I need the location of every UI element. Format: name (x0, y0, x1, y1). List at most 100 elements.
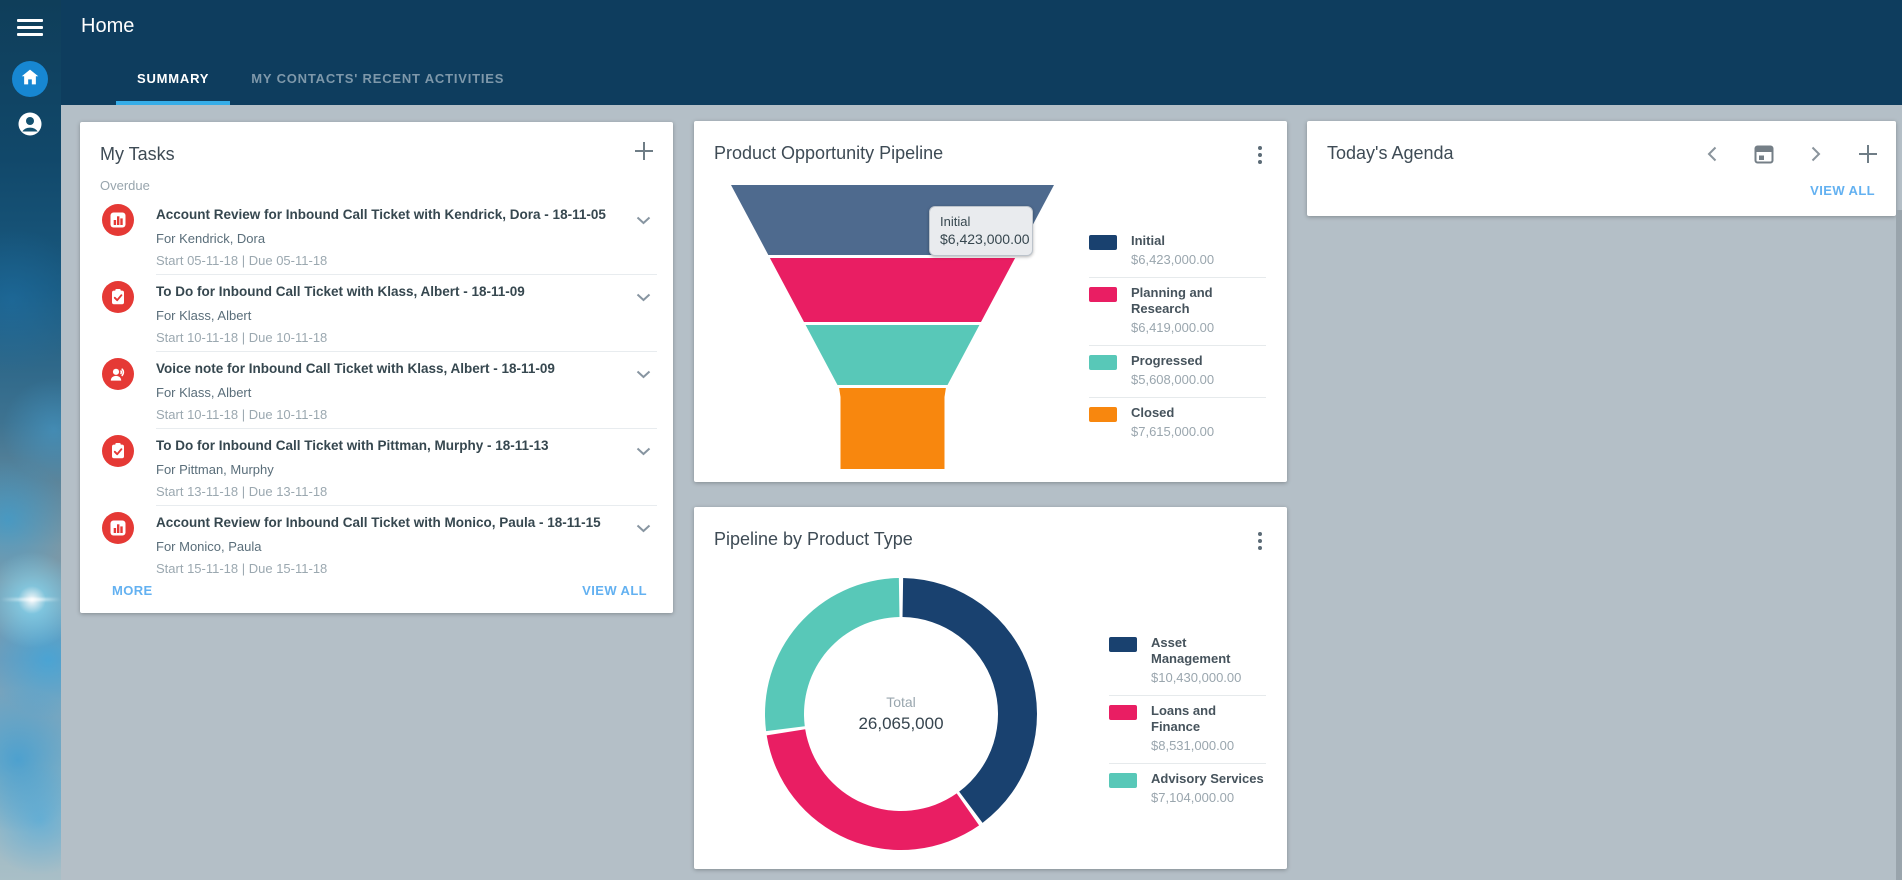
pipeline-by-product-card: Pipeline by Product Type Total 26,065,00… (694, 507, 1287, 869)
tab-summary[interactable]: SUMMARY (116, 55, 231, 105)
row-divider (156, 274, 657, 275)
add-task-button[interactable] (633, 140, 655, 162)
legend-label: Advisory Services (1151, 771, 1264, 786)
legend-row: Progressed $5,608,000.00 (1089, 346, 1266, 398)
donut-segment[interactable] (765, 578, 900, 732)
task-contact: For Klass, Albert (156, 385, 252, 400)
funnel-legend: Initial $6,423,000.00 Planning and Resea… (1089, 226, 1266, 449)
task-list: Account Review for Inbound Call Ticket w… (80, 198, 673, 583)
legend-swatch (1109, 637, 1137, 652)
chevron-down-icon[interactable] (636, 443, 651, 461)
funnel-segment-planning (769, 258, 1016, 322)
legend-swatch (1089, 355, 1117, 370)
task-contact: For Klass, Albert (156, 308, 252, 323)
task-title: Account Review for Inbound Call Ticket w… (156, 207, 606, 222)
task-row[interactable]: To Do for Inbound Call Ticket with Pittm… (80, 429, 673, 506)
top-header-bar: Home (61, 0, 1902, 55)
opportunity-pipeline-card: Product Opportunity Pipeline Initial $6,… (694, 121, 1287, 482)
task-dates: Start 13-11-18 | Due 13-11-18 (156, 484, 328, 499)
legend-swatch (1089, 407, 1117, 422)
kebab-menu-icon[interactable] (1251, 531, 1269, 551)
tooltip-label: Initial (940, 214, 971, 229)
calendar-icon[interactable] (1752, 142, 1776, 166)
legend-value: $5,608,000.00 (1131, 372, 1215, 387)
donut-chart[interactable] (694, 507, 1287, 869)
sidebar (0, 0, 61, 880)
chevron-down-icon[interactable] (636, 520, 651, 538)
tab-bar: SUMMARY MY CONTACTS' RECENT ACTIVITIES (61, 55, 1902, 105)
task-title: Voice note for Inbound Call Ticket with … (156, 361, 555, 376)
legend-label: Planning and Research (1131, 285, 1213, 316)
task-row[interactable]: To Do for Inbound Call Ticket with Klass… (80, 275, 673, 352)
card-title: My Tasks (100, 144, 175, 164)
tooltip-value: $6,423,000.00 (940, 231, 1030, 247)
task-type-todo-icon (102, 281, 134, 313)
task-type-report-icon (102, 204, 134, 236)
task-title: Account Review for Inbound Call Ticket w… (156, 515, 601, 530)
card-title: Today's Agenda (1327, 143, 1454, 163)
task-title: To Do for Inbound Call Ticket with Pittm… (156, 438, 549, 453)
task-contact: For Monico, Paula (156, 539, 262, 554)
card-title: Pipeline by Product Type (714, 529, 913, 549)
legend-value: $10,430,000.00 (1151, 670, 1242, 685)
user-profile-icon (17, 112, 43, 141)
chevron-right-icon[interactable] (1804, 142, 1828, 166)
menu-hamburger-icon[interactable] (17, 19, 43, 38)
donut-segment[interactable] (766, 729, 980, 850)
todays-agenda-card: Today's Agenda VIEW ALL (1307, 121, 1896, 216)
funnel-segment-closed (839, 388, 946, 469)
legend-swatch (1089, 235, 1117, 250)
funnel-segment-progressed (805, 325, 980, 385)
more-button[interactable]: MORE (112, 583, 153, 598)
sidebar-item-home[interactable] (12, 61, 48, 97)
task-title: To Do for Inbound Call Ticket with Klass… (156, 284, 525, 299)
task-contact: For Pittman, Murphy (156, 462, 274, 477)
page-title: Home (81, 15, 135, 37)
legend-label: Progressed (1131, 353, 1203, 368)
tab-recent-activities[interactable]: MY CONTACTS' RECENT ACTIVITIES (251, 70, 505, 86)
chevron-down-icon[interactable] (636, 212, 651, 230)
card-title: Product Opportunity Pipeline (714, 143, 944, 163)
sidebar-flare (0, 598, 61, 601)
view-all-button[interactable]: VIEW ALL (582, 583, 647, 598)
chart-tooltip: Initial $6,423,000.00 (929, 206, 1033, 256)
add-activity-button[interactable] (1856, 142, 1880, 166)
legend-row: Advisory Services $7,104,000.00 (1109, 764, 1266, 815)
legend-swatch (1109, 773, 1137, 788)
legend-label: Initial (1131, 233, 1165, 248)
legend-swatch (1109, 705, 1137, 720)
view-all-button[interactable]: VIEW ALL (1810, 183, 1875, 198)
legend-row: Asset Management $10,430,000.00 (1109, 628, 1266, 696)
row-divider (156, 428, 657, 429)
task-row[interactable]: Account Review for Inbound Call Ticket w… (80, 506, 673, 583)
scrollbar[interactable] (1896, 210, 1902, 880)
dashboard-content: My Tasks Overdue Account Review for Inbo… (61, 105, 1902, 880)
my-tasks-card: My Tasks Overdue Account Review for Inbo… (80, 122, 673, 613)
task-type-todo-icon (102, 435, 134, 467)
kebab-menu-icon[interactable] (1251, 145, 1269, 165)
sidebar-item-profile[interactable] (17, 111, 43, 137)
task-row[interactable]: Voice note for Inbound Call Ticket with … (80, 352, 673, 429)
legend-value: $6,419,000.00 (1131, 320, 1215, 335)
chevron-down-icon[interactable] (636, 289, 651, 307)
legend-row: Loans and Finance $8,531,000.00 (1109, 696, 1266, 764)
task-dates: Start 10-11-18 | Due 10-11-18 (156, 407, 328, 422)
legend-row: Initial $6,423,000.00 (1089, 226, 1266, 278)
task-type-voice-icon (102, 358, 134, 390)
legend-label: Asset Management (1151, 635, 1231, 666)
row-divider (156, 505, 657, 506)
donut-segment[interactable] (902, 578, 1037, 823)
legend-label: Loans and Finance (1151, 703, 1217, 734)
legend-row: Planning and Research $6,419,000.00 (1089, 278, 1266, 346)
chevron-down-icon[interactable] (636, 366, 651, 384)
legend-swatch (1089, 287, 1117, 302)
chevron-left-icon[interactable] (1700, 142, 1724, 166)
legend-value: $6,423,000.00 (1131, 252, 1215, 267)
task-dates: Start 05-11-18 | Due 05-11-18 (156, 253, 328, 268)
task-row[interactable]: Account Review for Inbound Call Ticket w… (80, 198, 673, 275)
legend-row: Closed $7,615,000.00 (1089, 398, 1266, 449)
task-contact: For Kendrick, Dora (156, 231, 266, 246)
donut-legend: Asset Management $10,430,000.00 Loans an… (1109, 628, 1266, 815)
legend-value: $8,531,000.00 (1151, 738, 1235, 753)
